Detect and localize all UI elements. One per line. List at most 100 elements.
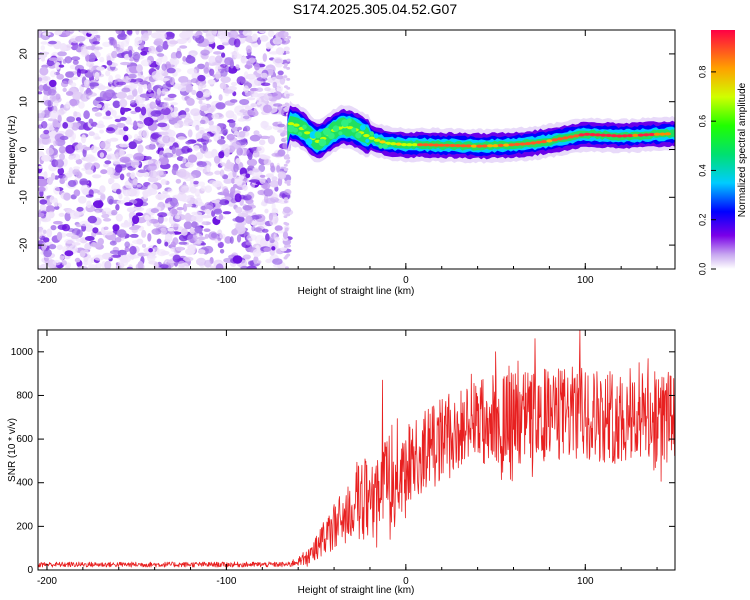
noise-speck <box>116 123 126 128</box>
y-tick-label: 0 <box>19 146 30 152</box>
noise-speck <box>260 82 271 87</box>
noise-speck <box>38 91 43 95</box>
noise-speck <box>248 202 254 207</box>
noise-speck <box>284 38 289 42</box>
noise-speck <box>38 176 46 180</box>
signal-core-dot <box>287 122 295 126</box>
x-tick-label: 0 <box>403 576 409 587</box>
noise-speck <box>120 61 131 66</box>
noise-speck <box>106 166 113 176</box>
noise-speck <box>49 79 57 88</box>
noise-speck <box>263 104 272 114</box>
signal-core-dot <box>497 143 505 147</box>
noise-speck <box>230 186 236 195</box>
noise-speck <box>54 30 62 36</box>
noise-speck <box>39 66 49 76</box>
signal-core-dot <box>443 143 451 147</box>
noise-speck <box>116 81 127 86</box>
signal-core-dot <box>406 143 413 147</box>
noise-speck <box>92 174 102 179</box>
noise-speck <box>111 254 122 258</box>
noise-speck <box>243 125 251 132</box>
noise-speck <box>41 121 48 129</box>
noise-speck <box>130 172 136 180</box>
noise-speck <box>78 101 85 109</box>
noise-speck <box>258 164 266 173</box>
noise-speck <box>71 122 81 128</box>
noise-speck <box>127 45 133 53</box>
y-tick-label: 0 <box>27 565 33 576</box>
noise-speck <box>141 243 147 248</box>
noise-speck <box>126 30 133 35</box>
noise-speck <box>276 87 283 93</box>
noise-speck <box>284 255 289 258</box>
noise-speck <box>72 59 79 65</box>
signal-core-dot <box>304 131 311 135</box>
noise-speck <box>201 132 211 140</box>
noise-speck <box>75 35 86 42</box>
noise-speck <box>181 228 188 236</box>
x-tick-label: -200 <box>37 275 57 286</box>
noise-speck <box>253 227 263 232</box>
noise-speck <box>283 168 288 172</box>
signal-core-dot <box>621 134 628 138</box>
noise-speck <box>43 129 50 135</box>
spectrogram-signal <box>287 100 675 164</box>
noise-speck <box>69 98 78 107</box>
noise-speck <box>128 226 140 231</box>
noise-speck <box>187 154 198 163</box>
noise-speck <box>46 228 53 238</box>
noise-speck <box>158 34 165 40</box>
signal-core-dot <box>449 143 456 148</box>
noise-speck <box>38 165 43 169</box>
noise-speck <box>223 89 234 94</box>
signal-blob <box>297 131 303 137</box>
noise-speck <box>101 211 107 215</box>
colorbar-label: Normalized spectral amplitude <box>737 82 748 217</box>
signal-core-dot <box>540 140 548 144</box>
noise-speck <box>211 113 220 120</box>
noise-speck <box>177 136 186 141</box>
noise-speck <box>178 188 186 195</box>
noise-speck <box>119 116 127 121</box>
noise-speck <box>89 52 96 62</box>
noise-speck <box>254 63 260 71</box>
noise-speck <box>197 63 206 70</box>
noise-speck <box>207 107 215 113</box>
noise-speck <box>286 182 291 186</box>
noise-speck <box>186 97 195 106</box>
signal-core-dot <box>573 134 580 138</box>
noise-speck <box>226 133 235 141</box>
noise-speck <box>203 90 212 98</box>
noise-speck <box>150 208 159 214</box>
noise-speck <box>104 260 112 269</box>
noise-speck <box>237 212 249 218</box>
noise-speck <box>240 265 249 269</box>
noise-speck <box>249 134 261 142</box>
noise-speck <box>91 189 100 194</box>
noise-speck <box>174 214 180 220</box>
noise-speck <box>251 92 261 98</box>
noise-speck <box>99 152 105 158</box>
signal-core-dot <box>438 143 445 147</box>
noise-speck <box>203 151 214 159</box>
noise-speck <box>252 219 257 227</box>
noise-speck <box>81 50 90 56</box>
noise-speck <box>259 176 266 184</box>
noise-speck <box>132 51 141 61</box>
signal-core-dot <box>535 140 542 144</box>
noise-speck <box>42 76 51 81</box>
noise-speck <box>181 30 193 38</box>
noise-speck <box>179 45 188 49</box>
signal-core-dot <box>465 144 472 148</box>
noise-speck <box>265 197 277 204</box>
noise-speck <box>163 217 168 222</box>
signal-blob <box>341 119 349 127</box>
noise-speck <box>136 184 142 188</box>
noise-speck <box>103 226 109 231</box>
noise-speck <box>221 52 226 58</box>
noise-speck <box>65 71 75 78</box>
noise-speck <box>65 101 71 109</box>
spectrogram-plot-area <box>38 30 675 269</box>
noise-speck <box>137 85 143 95</box>
